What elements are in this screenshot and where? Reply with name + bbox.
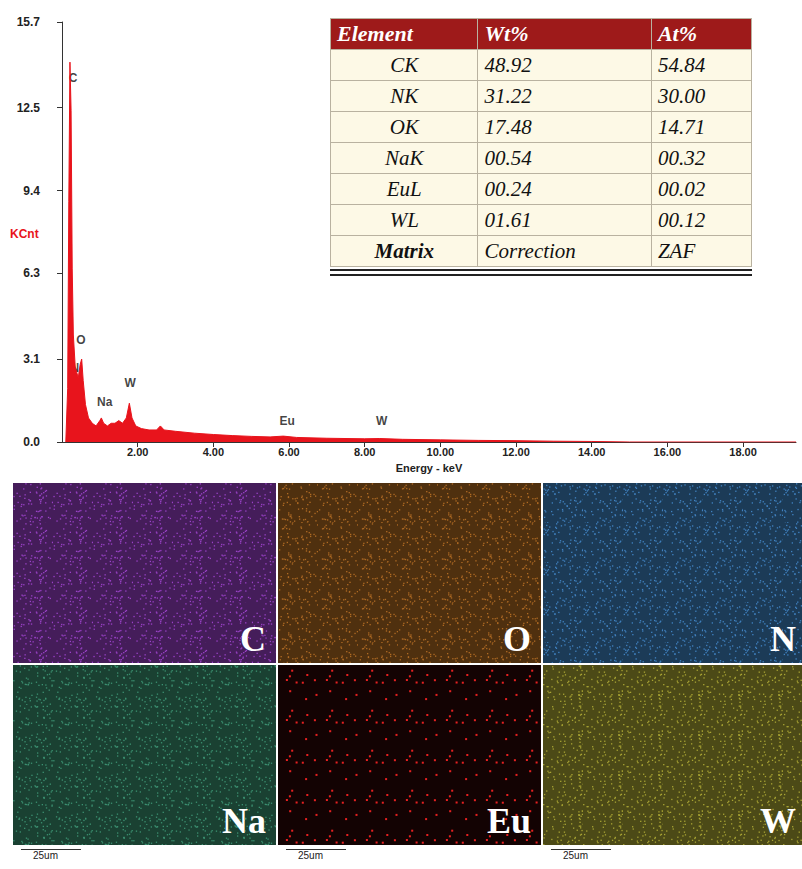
html-text:CK: CK	[390, 52, 419, 77]
svg-text:Energy - keV: Energy - keV	[396, 462, 463, 474]
html-text:C: C	[240, 619, 266, 659]
html-text:25um: 25um	[563, 850, 588, 861]
svg-text:KCnt: KCnt	[10, 227, 39, 241]
svg-text:9.4: 9.4	[23, 184, 40, 198]
svg-text:6.00: 6.00	[278, 446, 299, 458]
html-text:14.71: 14.71	[657, 114, 706, 139]
html-text:N: N	[770, 619, 796, 659]
html-text:25um: 25um	[33, 850, 58, 861]
html-text:Element: Element	[337, 21, 413, 46]
html-text:Eu: Eu	[487, 801, 531, 841]
html-text:NK: NK	[390, 83, 419, 108]
html-text:00.24: 00.24	[484, 176, 532, 201]
svg-text:15.7: 15.7	[17, 15, 41, 29]
svg-text:4.00: 4.00	[203, 446, 224, 458]
html-text:At%: At%	[657, 21, 697, 46]
html-text:WL: WL	[389, 207, 419, 232]
svg-text:W: W	[124, 376, 136, 390]
svg-text:12.00: 12.00	[502, 446, 530, 458]
html-text:25um: 25um	[298, 850, 323, 861]
svg-text:O: O	[76, 333, 85, 347]
html-text:Na: Na	[222, 801, 266, 841]
html-text:Wt%: Wt%	[484, 21, 529, 46]
html-text:Correction: Correction	[484, 238, 576, 263]
html-text:00.02: 00.02	[657, 176, 706, 201]
svg-text:16.00: 16.00	[654, 446, 682, 458]
html-text:31.22: 31.22	[484, 83, 532, 108]
svg-text:3.1: 3.1	[23, 352, 40, 366]
svg-text:2.00: 2.00	[127, 446, 148, 458]
html-text:W: W	[760, 801, 796, 841]
html-text:54.84: 54.84	[657, 52, 706, 77]
svg-text:Na: Na	[97, 395, 113, 409]
html-text:O: O	[503, 619, 531, 659]
svg-text:0.0: 0.0	[23, 435, 40, 449]
html-text:00.32: 00.32	[657, 145, 706, 170]
html-text:OK: OK	[389, 114, 419, 139]
svg-text:14.00: 14.00	[578, 446, 606, 458]
html-text:EuL: EuL	[386, 176, 422, 201]
html-text:30.00: 30.00	[657, 83, 706, 108]
html-text:01.61: 01.61	[484, 207, 532, 232]
svg-text:C: C	[68, 71, 78, 86]
html-text:ZAF: ZAF	[657, 238, 696, 263]
html-text:NaK: NaK	[385, 145, 424, 170]
html-text:Matrix: Matrix	[374, 238, 434, 263]
svg-text:12.5: 12.5	[17, 101, 41, 115]
svg-text:8.00: 8.00	[354, 446, 375, 458]
svg-text:Eu: Eu	[279, 414, 294, 428]
svg-text:18.00: 18.00	[729, 446, 757, 458]
html-text:17.48: 17.48	[484, 114, 532, 139]
svg-text:6.3: 6.3	[23, 266, 40, 280]
html-text:00.12: 00.12	[657, 207, 706, 232]
html-text:00.54: 00.54	[484, 145, 532, 170]
svg-text:10.00: 10.00	[427, 446, 455, 458]
html-text:48.92: 48.92	[484, 52, 532, 77]
svg-text:W: W	[376, 414, 388, 428]
